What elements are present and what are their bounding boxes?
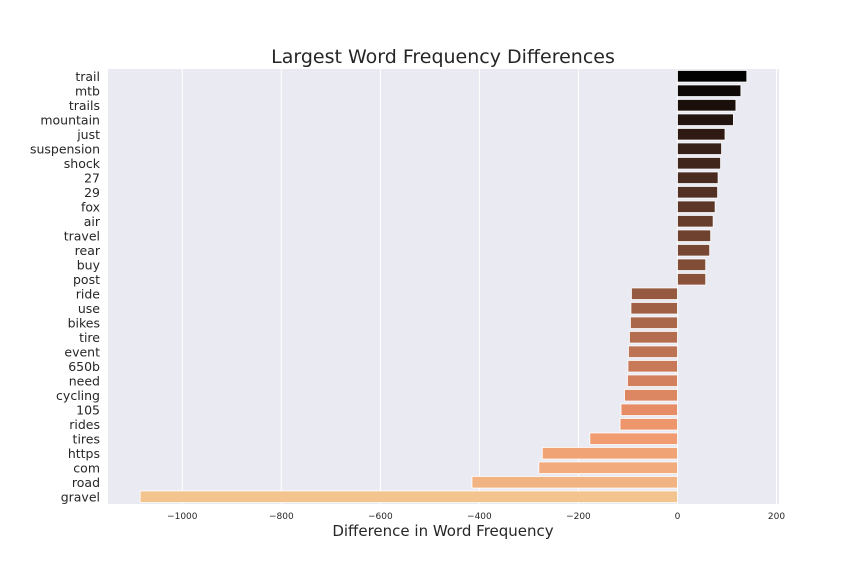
y-tick-label: just [76,127,100,142]
bar-mountain [677,113,734,126]
x-axis-label: Difference in Word Frequency [332,522,553,540]
bar-29 [677,186,718,199]
bar-mtb [677,84,742,97]
bar-ride [631,287,678,300]
y-tick-label: gravel [61,489,100,504]
x-tick-label: 200 [768,512,785,522]
y-tick-label: rear [75,243,101,258]
bars [139,70,748,503]
y-tick-label: event [64,344,100,359]
y-tick-label: air [84,214,101,229]
x-tick-labels: −1000 −800 −600 −400 −200 0 200 [167,512,785,522]
bar-trail [677,70,748,83]
bar-post [677,273,707,286]
y-tick-label: 105 [76,402,100,417]
y-tick-label: post [73,272,100,287]
y-tick-label: rides [69,417,100,432]
bar-air [677,215,714,228]
bar-https [541,447,678,460]
bar-105 [620,403,678,416]
bar-cycling [624,389,678,402]
x-tick-label: −200 [566,512,591,522]
bar-use [630,302,678,315]
bar-com [538,461,678,474]
bar-650b [627,360,678,373]
bar-trails [677,99,737,112]
bar-bikes [630,316,678,329]
y-tick-label: mountain [40,112,100,127]
x-tick-label: −800 [269,512,294,522]
bar-rides [619,418,678,431]
bar-travel [677,229,712,242]
y-tick-label: com [73,460,100,475]
x-tick-label: −1000 [167,512,198,522]
y-tick-label: ride [76,286,101,301]
plot-background [108,69,779,504]
bar-rear [677,244,711,257]
y-tick-label: bikes [68,315,100,330]
y-tick-label: trails [69,98,100,113]
y-tick-label: buy [77,257,101,272]
y-tick-label: 27 [84,170,100,185]
y-tick-label: suspension [30,141,100,156]
grid-lines [181,69,778,504]
bar-tires [589,432,678,445]
bar-gravel [139,490,678,503]
bar-suspension [677,142,722,155]
y-tick-label: tire [79,330,100,345]
y-tick-labels: trailmtbtrailsmountainjustsuspensionshoc… [30,69,101,505]
y-tick-label: tires [73,431,100,446]
bar-buy [677,258,707,271]
y-tick-label: 29 [84,185,100,200]
bar-road [471,476,678,489]
y-tick-label: 650b [68,359,100,374]
bar-shock [677,157,721,170]
chart-title: Largest Word Frequency Differences [271,46,615,68]
y-tick-label: cycling [56,388,100,403]
y-tick-label: https [68,446,100,461]
y-tick-label: use [78,301,100,316]
bar-fox [677,200,716,213]
y-tick-label: shock [64,156,101,171]
y-tick-label: fox [81,199,100,214]
y-tick-label: need [69,373,100,388]
bar-event [628,345,678,358]
x-tick-label: 0 [675,512,681,522]
y-tick-label: mtb [75,83,100,98]
bar-just [677,128,726,141]
y-tick-label: trail [75,69,100,84]
bar-need [627,374,678,387]
bar-tire [629,331,678,344]
bar-27 [677,171,719,184]
x-tick-label: −400 [467,512,492,522]
x-tick-label: −600 [368,512,393,522]
y-tick-label: travel [64,228,100,243]
y-tick-label: road [72,475,100,490]
